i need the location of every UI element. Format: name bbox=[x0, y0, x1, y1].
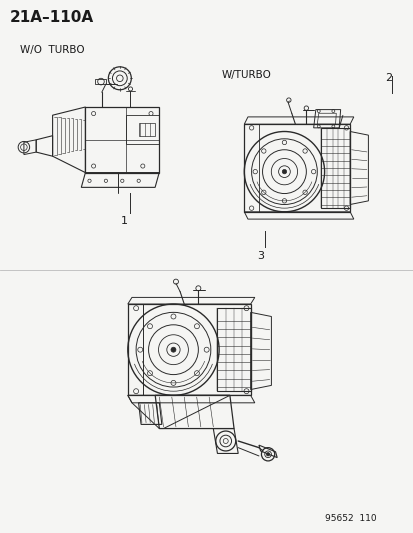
Circle shape bbox=[282, 169, 286, 174]
Circle shape bbox=[137, 179, 140, 182]
Circle shape bbox=[120, 179, 123, 182]
Text: 1: 1 bbox=[120, 216, 127, 226]
Circle shape bbox=[91, 164, 95, 168]
Circle shape bbox=[149, 111, 153, 116]
Circle shape bbox=[140, 164, 145, 168]
Circle shape bbox=[104, 179, 107, 182]
Circle shape bbox=[266, 453, 269, 456]
Text: 3: 3 bbox=[257, 251, 264, 261]
Text: 2: 2 bbox=[385, 73, 392, 83]
Circle shape bbox=[88, 179, 91, 182]
Text: W/O  TURBO: W/O TURBO bbox=[20, 45, 84, 55]
Text: 95652  110: 95652 110 bbox=[324, 514, 376, 523]
Circle shape bbox=[91, 111, 95, 116]
Text: W/TURBO: W/TURBO bbox=[221, 70, 271, 80]
Text: 21A–110A: 21A–110A bbox=[10, 10, 94, 25]
Circle shape bbox=[171, 347, 176, 352]
